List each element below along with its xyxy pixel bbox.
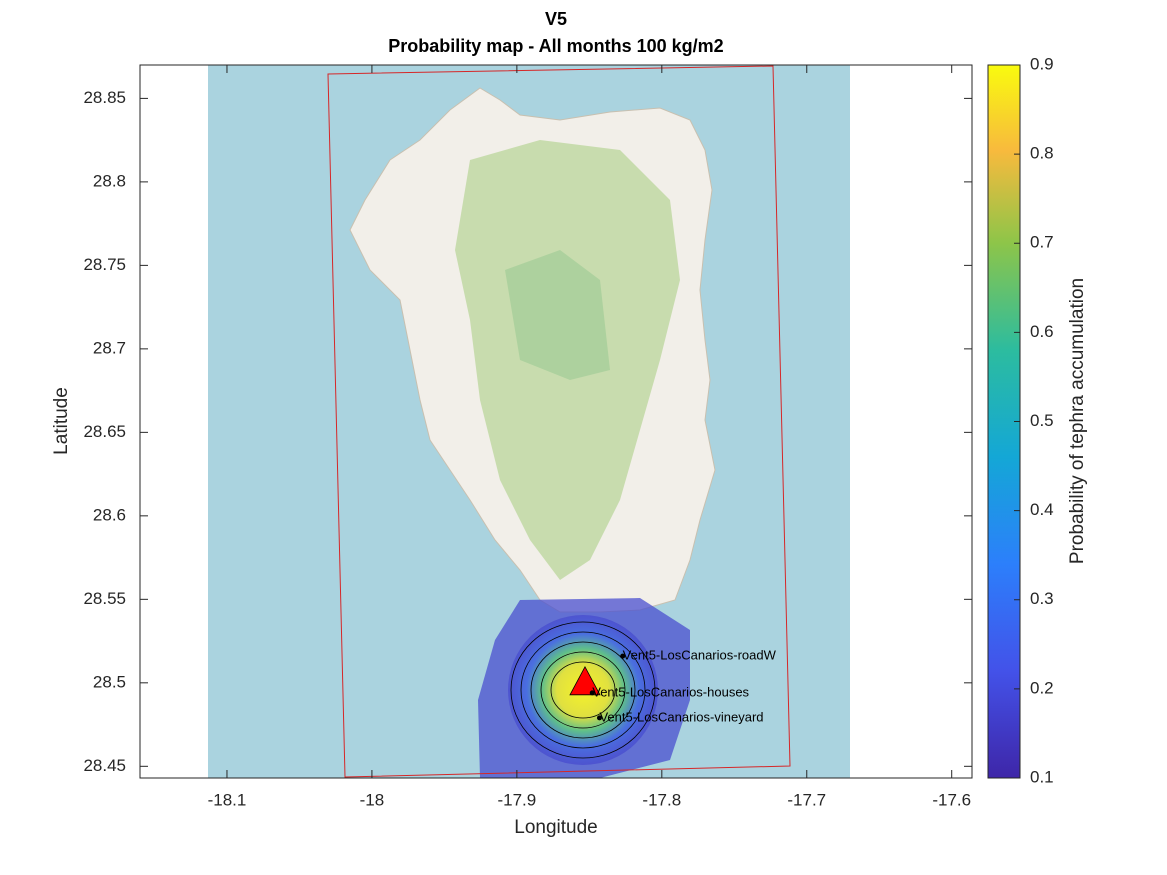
y-tick-label: 28.75 — [83, 255, 126, 274]
x-tick-label: -17.9 — [497, 790, 536, 809]
x-axis-label: Longitude — [514, 817, 597, 838]
colorbar-tick-label: 0.5 — [1030, 411, 1054, 430]
y-tick-label: 28.8 — [93, 171, 126, 190]
domain-box — [327, 65, 791, 778]
site-marker — [589, 690, 595, 696]
site-label: Vent5-LosCanarios-vineyard — [599, 709, 763, 724]
caldera — [505, 250, 610, 380]
x-tick-label: -17.7 — [787, 790, 826, 809]
axes-box — [139, 64, 973, 779]
site-marker — [620, 653, 626, 659]
vent — [569, 665, 601, 696]
colorbar-label: Probability of tephra accumulation — [1067, 278, 1088, 564]
y-tick-label: 28.5 — [93, 672, 126, 691]
colorbar-tick-label: 0.9 — [1030, 54, 1054, 73]
contours — [510, 621, 656, 759]
subtitle: Probability map - All months 100 kg/m2 — [388, 36, 723, 56]
site-label: Vent5-LosCanarios-roadW — [623, 648, 777, 663]
y-tick-label: 28.6 — [93, 505, 126, 524]
y-tick-label: 28.45 — [83, 756, 126, 775]
y-tick-label: 28.65 — [83, 422, 126, 441]
x-tick-label: -18.1 — [208, 790, 247, 809]
x-tick-label: -17.6 — [932, 790, 971, 809]
x-tick-label: -17.8 — [642, 790, 681, 809]
y-tick-label: 28.85 — [83, 88, 126, 107]
colorbar-tick-label: 0.7 — [1030, 233, 1054, 252]
basemap — [208, 65, 850, 778]
y-tick-label: 28.55 — [83, 589, 126, 608]
x-tick-label: -18 — [360, 790, 385, 809]
y-tick-label: 28.7 — [93, 338, 126, 357]
colorbar-tick-label: 0.2 — [1030, 678, 1054, 697]
site-label: Vent5-LosCanarios-houses — [592, 684, 749, 699]
title: V5 — [545, 9, 567, 29]
colorbar-tick-label: 0.1 — [1030, 767, 1054, 786]
site-marker — [596, 715, 602, 721]
colorbar-tick-label: 0.8 — [1030, 144, 1054, 163]
colorbar-tick-label: 0.6 — [1030, 322, 1054, 341]
colorbar-tick-label: 0.4 — [1030, 500, 1054, 519]
colorbar-tick-label: 0.3 — [1030, 589, 1054, 608]
y-axis-label: Latitude — [51, 387, 72, 455]
